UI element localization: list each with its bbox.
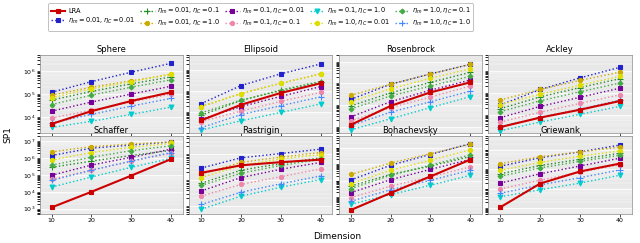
Text: Dimension: Dimension (313, 232, 362, 241)
Title: Rastrigin: Rastrigin (242, 126, 280, 135)
Text: SP1: SP1 (3, 126, 12, 143)
Legend: LRA, $\eta_m = 0.01, \eta_C = 0.01$, $\eta_m = 0.01, \eta_C = 0.1$, $\eta_m = 0.: LRA, $\eta_m = 0.01, \eta_C = 0.01$, $\e… (48, 3, 474, 31)
Title: Sphere: Sphere (97, 45, 126, 54)
Title: Ellipsoid: Ellipsoid (243, 45, 278, 54)
Title: Ackley: Ackley (546, 45, 574, 54)
Title: Rosenbrock: Rosenbrock (386, 45, 435, 54)
Title: Schaffer: Schaffer (93, 126, 129, 135)
Title: Griewank: Griewank (540, 126, 580, 135)
Title: Bohachevsky: Bohachevsky (383, 126, 438, 135)
